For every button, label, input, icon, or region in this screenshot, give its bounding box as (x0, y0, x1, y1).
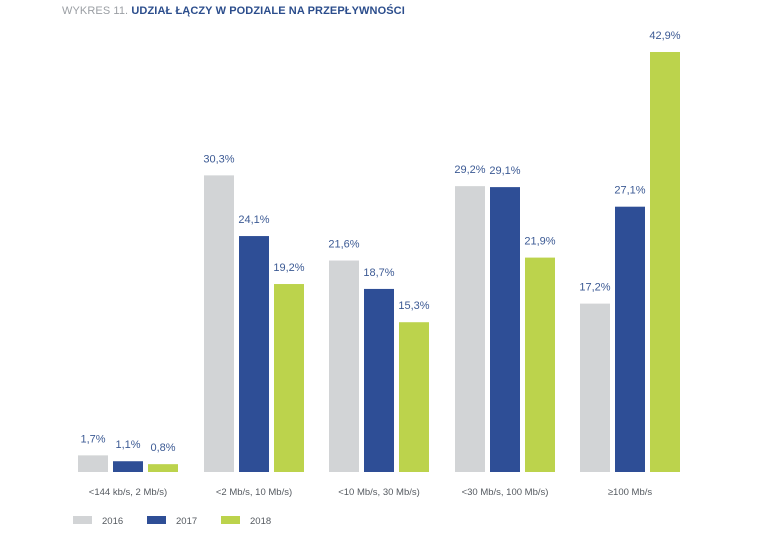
value-label-2018-1: 19,2% (273, 262, 304, 274)
category-label-0: <144 kb/s, 2 Mb/s) (89, 487, 167, 498)
bar-2018-1 (274, 284, 304, 472)
value-label-2018-3: 21,9% (524, 236, 555, 248)
legend-label-2017: 2017 (176, 516, 197, 527)
value-label-2018-0: 0,8% (150, 442, 175, 454)
bar-2016-4 (580, 303, 610, 472)
category-label-1: <2 Mb/s, 10 Mb/s) (216, 487, 292, 498)
category-label-3: <30 Mb/s, 100 Mb/s) (462, 487, 549, 498)
bar-2016-3 (455, 186, 485, 472)
chart-title: WYKRES 11. UDZIAŁ ŁĄCZY W PODZIALE NA PR… (62, 5, 405, 17)
legend-swatch-2018 (221, 516, 240, 524)
category-label-2: <10 Mb/s, 30 Mb/s) (338, 487, 420, 498)
bar-2017-1 (239, 236, 269, 472)
bar-2018-3 (525, 257, 555, 472)
value-label-2016-1: 30,3% (203, 153, 234, 165)
bar-2017-4 (615, 206, 645, 473)
bar-2017-3 (490, 187, 520, 472)
value-label-2017-3: 29,1% (489, 165, 520, 177)
bar-2016-0 (78, 455, 108, 472)
category-label-4: ≥100 Mb/s (608, 487, 653, 498)
bar-2018-0 (148, 464, 178, 472)
bar-2017-0 (113, 461, 143, 472)
value-label-2017-4: 27,1% (614, 185, 645, 197)
value-label-2016-3: 29,2% (454, 164, 485, 176)
value-label-2016-4: 17,2% (579, 282, 610, 294)
value-label-2016-2: 21,6% (328, 239, 359, 251)
value-label-2018-2: 15,3% (398, 300, 429, 312)
value-label-2017-2: 18,7% (363, 267, 394, 279)
bar-2018-2 (399, 322, 429, 472)
chart-title-prefix: WYKRES 11. (62, 5, 129, 17)
value-label-2017-0: 1,1% (115, 439, 140, 451)
legend-swatch-2017 (147, 516, 166, 524)
bar-2017-2 (364, 288, 394, 472)
value-label-2017-1: 24,1% (238, 214, 269, 226)
bar-2016-2 (329, 260, 359, 472)
legend-label-2016: 2016 (102, 516, 123, 527)
bar-2018-4 (650, 52, 680, 472)
legend-swatch-2016 (73, 516, 92, 524)
chart-title-main: UDZIAŁ ŁĄCZY W PODZIALE NA PRZEPŁYWNOŚCI (131, 5, 405, 17)
value-label-2018-4: 42,9% (649, 30, 680, 42)
legend-label-2018: 2018 (250, 516, 271, 527)
value-label-2016-0: 1,7% (80, 433, 105, 445)
bar-2016-1 (204, 175, 234, 472)
